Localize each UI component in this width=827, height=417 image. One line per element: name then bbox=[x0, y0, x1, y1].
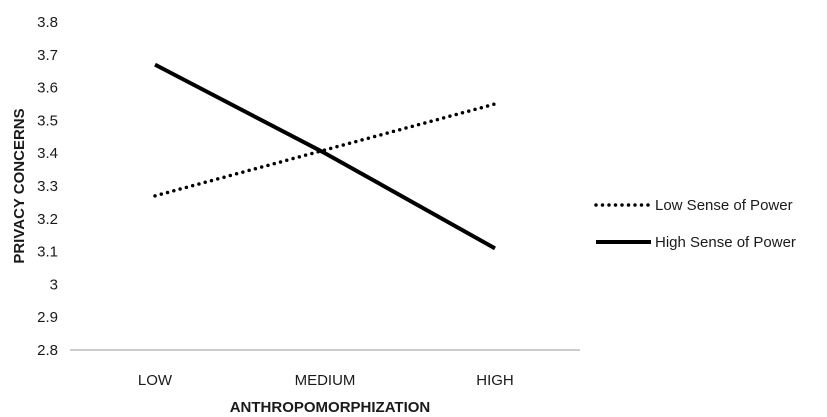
series-lines bbox=[153, 62, 497, 251]
y-tick-label: 3.2 bbox=[37, 211, 58, 228]
x-tick-label: MEDIUM bbox=[295, 372, 356, 389]
y-tick-label: 3.5 bbox=[37, 112, 58, 129]
y-tick-label: 3 bbox=[50, 276, 58, 293]
series-line-low-sense-of-power bbox=[153, 102, 497, 198]
x-tick-label: HIGH bbox=[476, 372, 514, 389]
legend-label: Low Sense of Power bbox=[655, 197, 793, 214]
y-tick-label: 3.8 bbox=[37, 14, 58, 31]
y-tick-label: 3.3 bbox=[37, 178, 58, 195]
y-tick-label: 3.7 bbox=[37, 47, 58, 64]
x-axis-title: ANTHROPOMORPHIZATION bbox=[230, 399, 431, 416]
legend-label: High Sense of Power bbox=[655, 234, 796, 251]
y-tick-label: 3.6 bbox=[37, 80, 58, 97]
x-axis-ticks: LOW MEDIUM HIGH bbox=[138, 372, 514, 389]
y-axis-ticks: 2.8 2.9 3 3.1 3.2 3.3 3.4 3.5 3.6 3.7 3.8 bbox=[37, 14, 58, 359]
series-line-high-sense-of-power bbox=[154, 62, 496, 251]
y-tick-label: 2.9 bbox=[37, 309, 58, 326]
y-tick-label: 3.1 bbox=[37, 244, 58, 261]
x-tick-label: LOW bbox=[138, 372, 173, 389]
legend: Low Sense of Power High Sense of Power bbox=[594, 197, 796, 251]
y-tick-label: 2.8 bbox=[37, 342, 58, 359]
y-tick-label: 3.4 bbox=[37, 145, 58, 162]
y-axis-title: PRIVACY CONCERNS bbox=[11, 108, 28, 263]
